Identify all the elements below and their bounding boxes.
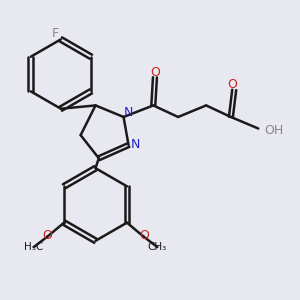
- Text: O: O: [228, 78, 238, 91]
- Text: N: N: [124, 106, 133, 119]
- Text: N: N: [130, 138, 140, 151]
- Text: O: O: [139, 230, 149, 242]
- Text: OH: OH: [264, 124, 284, 137]
- Text: O: O: [150, 66, 160, 79]
- Text: CH₃: CH₃: [148, 242, 167, 252]
- Text: O: O: [42, 230, 52, 242]
- Text: H₃C: H₃C: [24, 242, 43, 252]
- Text: F: F: [51, 27, 58, 40]
